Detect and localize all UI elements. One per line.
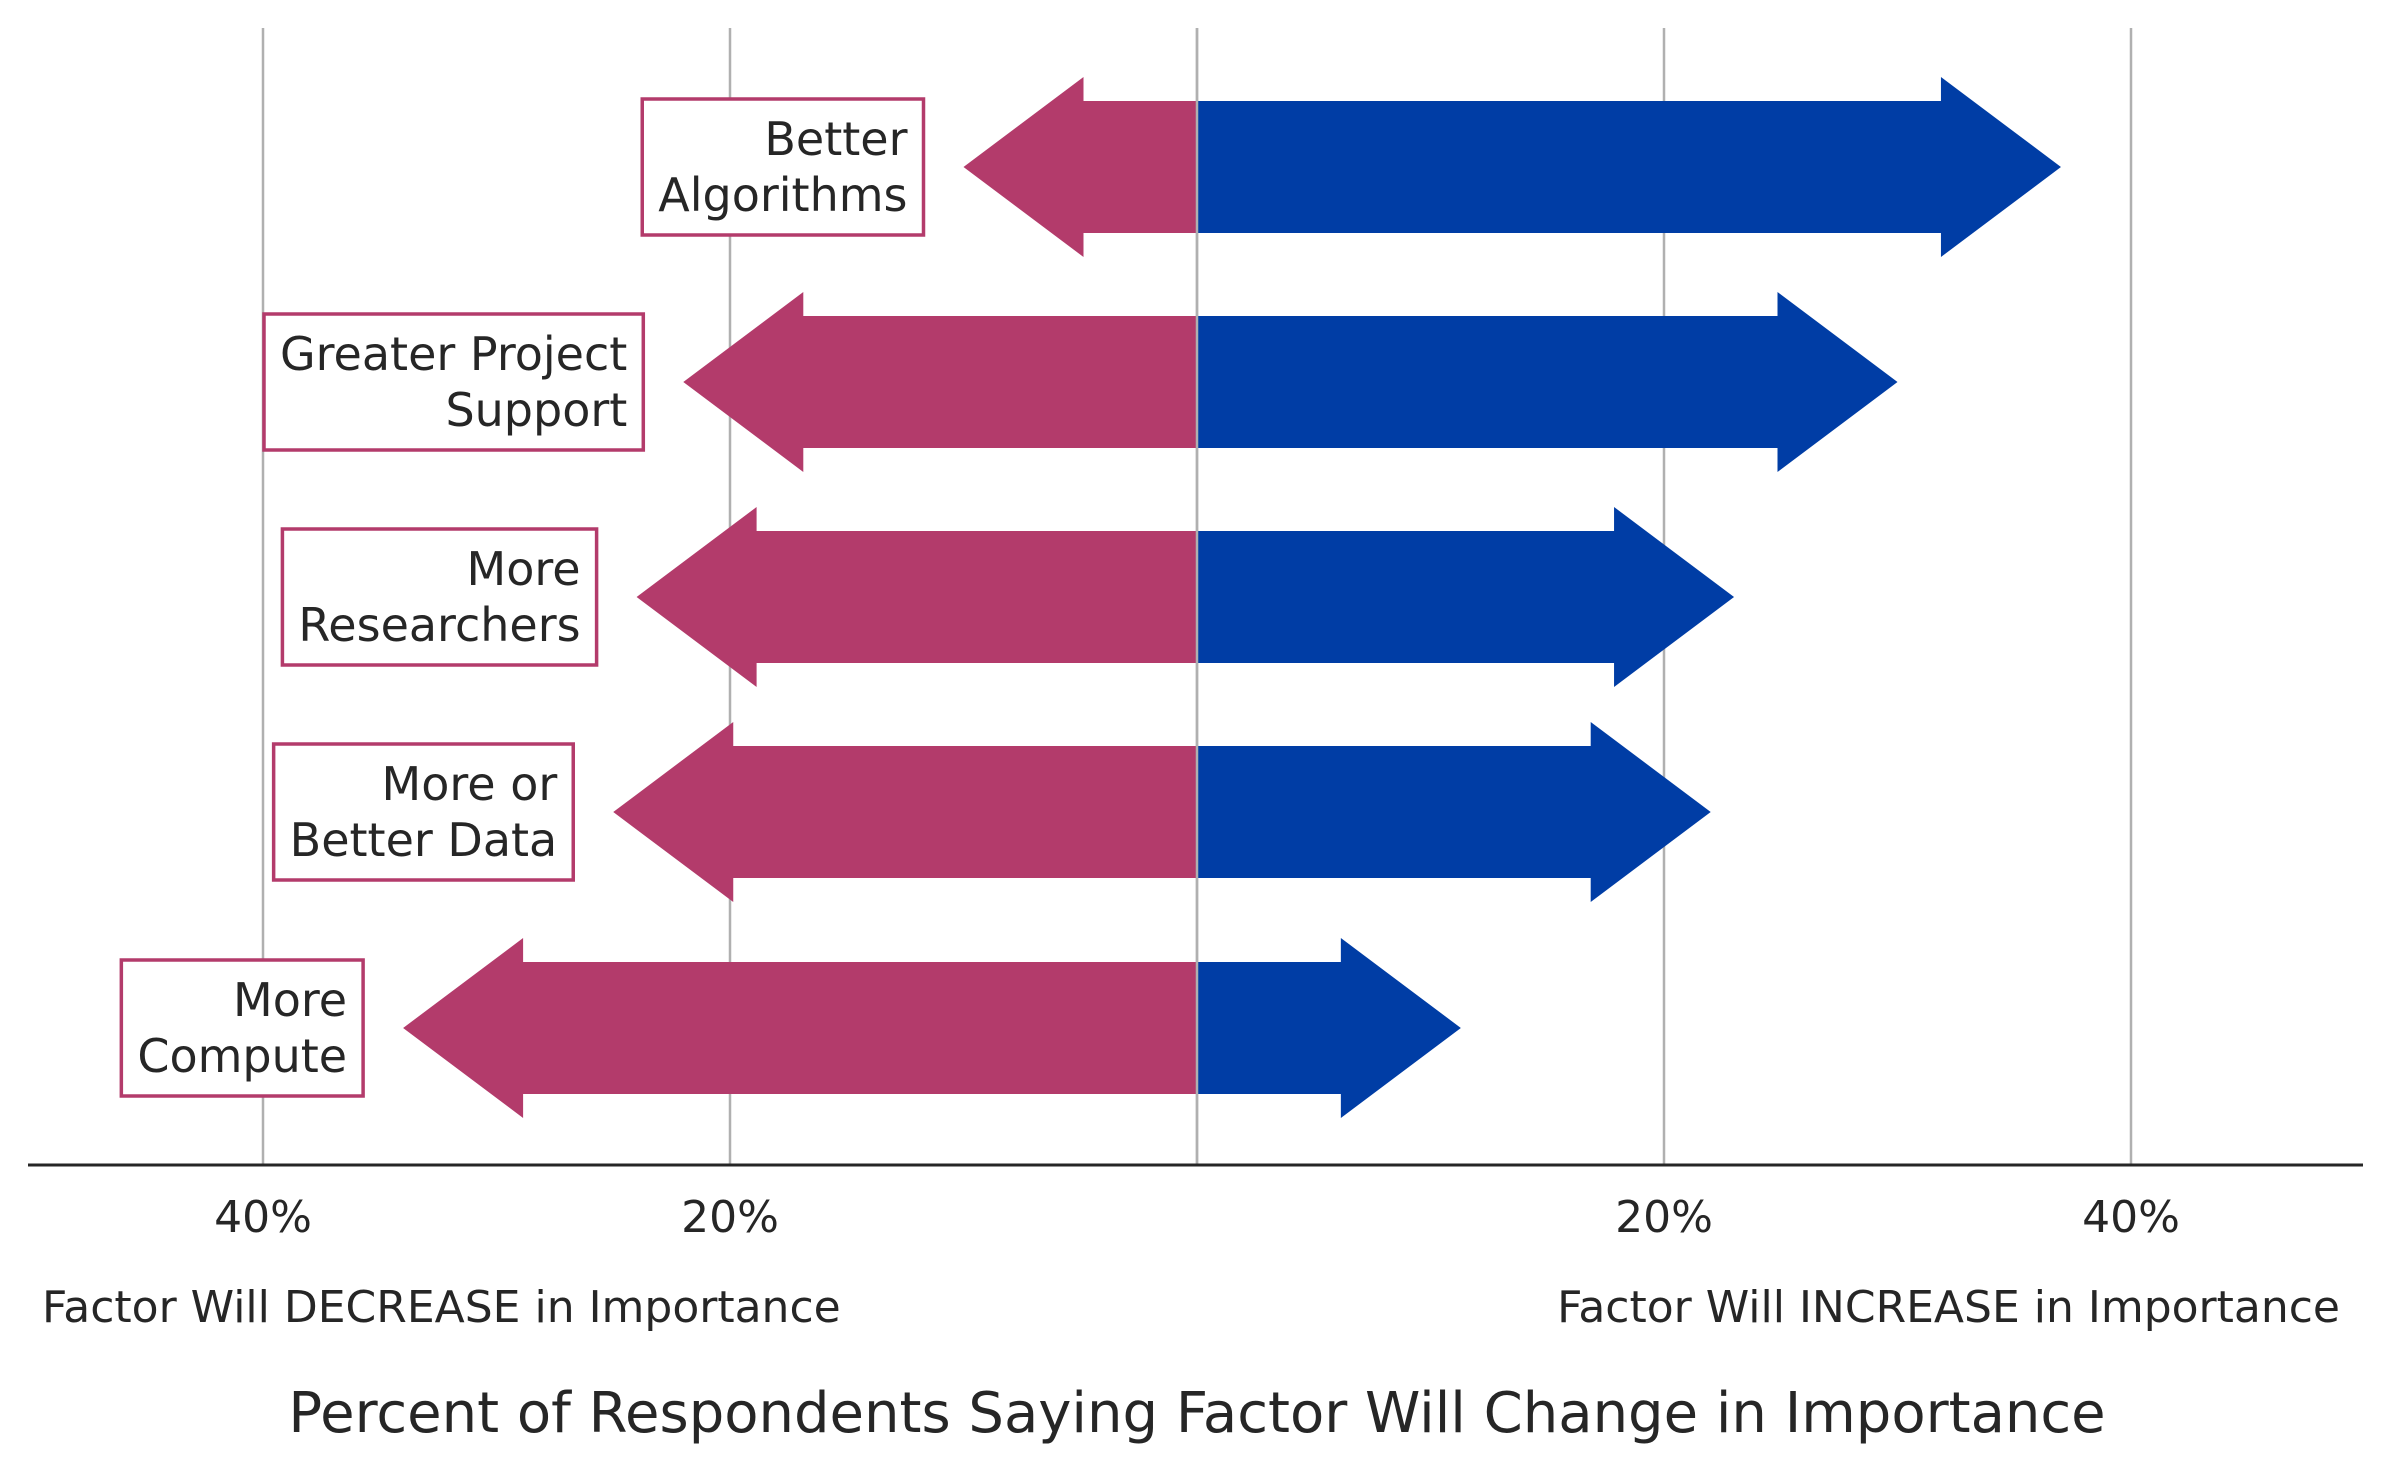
x-axis-title: Percent of Respondents Saying Factor Wil… xyxy=(288,1381,2105,1446)
arrow-layer xyxy=(403,28,2061,1165)
x-axis-right-label: Factor Will INCREASE in Importance xyxy=(1557,1282,2340,1333)
category-label-line: Better Data xyxy=(290,813,558,867)
x-tick-label: 40% xyxy=(214,1192,312,1243)
category-label-line: Researchers xyxy=(298,598,580,652)
category-label-box xyxy=(271,742,575,882)
decrease-arrow xyxy=(963,77,1197,257)
decrease-arrow xyxy=(403,938,1198,1118)
category-label-line: Compute xyxy=(137,1029,347,1083)
x-tick-label: 40% xyxy=(2082,1192,2180,1243)
decrease-arrow xyxy=(636,507,1197,687)
category-label-box xyxy=(280,527,599,667)
increase-arrow xyxy=(1197,292,1898,472)
decrease-arrow xyxy=(613,722,1197,902)
category-label-line: Greater Project xyxy=(280,327,627,381)
category-label-box xyxy=(262,312,646,452)
increase-arrow xyxy=(1197,722,1711,902)
category-label-line: More xyxy=(233,973,347,1027)
x-tick-label: 20% xyxy=(1615,1192,1713,1243)
category-label-line: Support xyxy=(445,383,627,437)
increase-arrow xyxy=(1197,938,1461,1118)
decrease-arrow xyxy=(683,292,1197,472)
category-label-box xyxy=(119,958,365,1098)
category-label-line: Better xyxy=(764,112,907,166)
increase-arrow xyxy=(1197,77,2061,257)
tick-label-layer: 40% 20% 20% 40% xyxy=(214,1192,2180,1243)
category-label-line: More xyxy=(467,542,581,596)
category-label-box xyxy=(640,97,926,237)
category-label-line: Algorithms xyxy=(658,168,907,222)
x-axis-left-label: Factor Will DECREASE in Importance xyxy=(42,1282,841,1333)
x-tick-label: 20% xyxy=(681,1192,779,1243)
increase-arrow xyxy=(1197,507,1735,687)
category-label-line: More or xyxy=(382,757,558,811)
